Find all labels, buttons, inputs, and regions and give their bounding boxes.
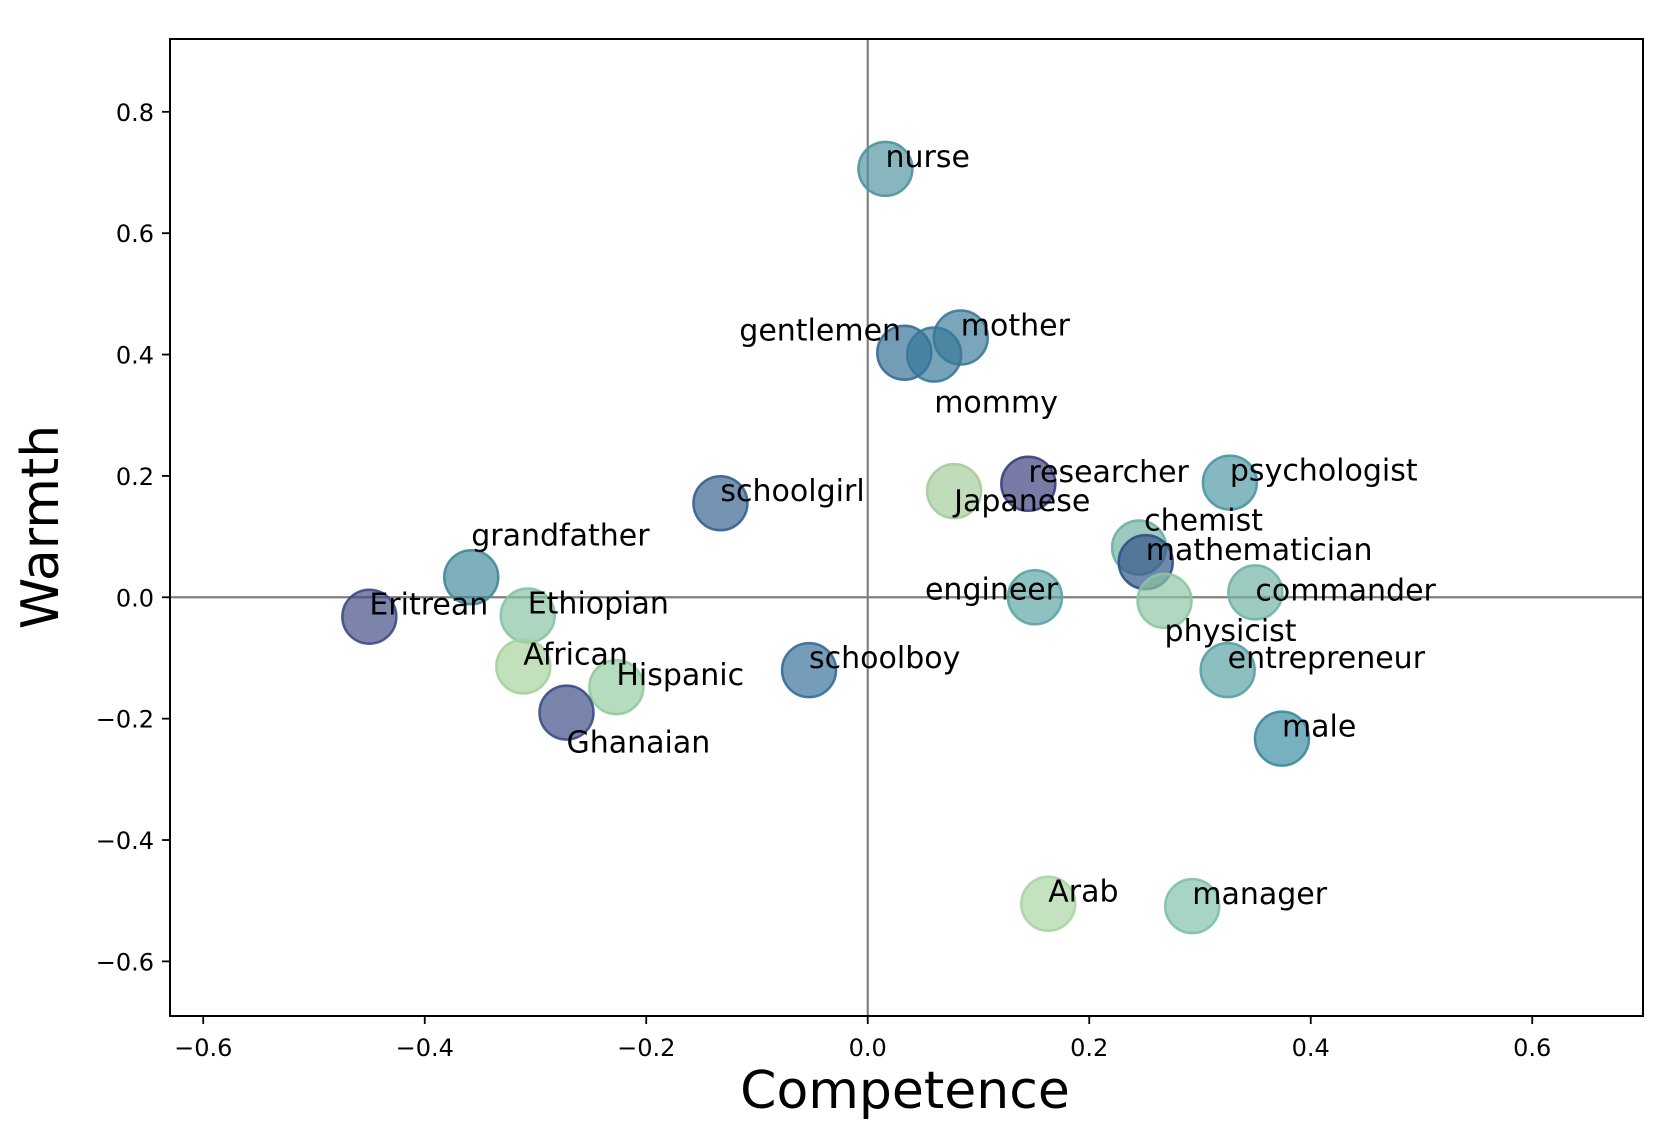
data-point-african: [495, 638, 552, 695]
point-label: psychologist: [1230, 454, 1418, 489]
data-point-physicist: [1136, 572, 1193, 630]
point-label: engineer: [925, 572, 1059, 607]
point-label: Hispanic: [616, 658, 744, 693]
point-label: Ethiopian: [528, 586, 669, 621]
points-layer: [341, 140, 1311, 935]
point-label: mommy: [934, 386, 1058, 421]
point-label: researcher: [1028, 455, 1189, 490]
x-tick-label: −0.2: [617, 1034, 675, 1062]
plot-area: [170, 39, 1643, 1016]
y-tick-label: −0.4: [96, 827, 154, 855]
y-tick-label: 0.0: [116, 584, 154, 612]
point-label: schoolgirl: [720, 474, 864, 509]
y-tick-label: −0.2: [96, 706, 154, 734]
data-point-psychologist: [1201, 454, 1259, 511]
point-label: grandfather: [471, 518, 650, 553]
point-label: mathematician: [1146, 533, 1373, 568]
data-point-schoolboy: [780, 641, 838, 699]
y-tick-label: 0.8: [116, 99, 154, 127]
x-axis-title: Competence: [740, 1061, 1070, 1121]
point-label: Arab: [1048, 875, 1118, 910]
x-tick-label: 0.0: [849, 1034, 887, 1062]
data-point-manager: [1163, 877, 1221, 935]
data-point-hispanic: [588, 658, 645, 716]
y-tick-label: 0.4: [116, 342, 154, 370]
data-point-arab: [1020, 875, 1077, 932]
plot-frame: [169, 38, 1644, 1017]
y-tick-label: 0.6: [116, 220, 154, 248]
y-tick-label: 0.2: [116, 463, 154, 491]
point-label: Japanese: [952, 484, 1090, 519]
point-label: schoolboy: [809, 641, 960, 676]
data-point-ghanaian: [538, 684, 595, 741]
point-label: physicist: [1165, 614, 1297, 649]
point-label: Eritrean: [369, 588, 488, 623]
data-point-schoolgirl: [692, 474, 749, 532]
point-label: African: [523, 637, 628, 672]
x-tick-label: 0.6: [1513, 1034, 1551, 1062]
x-tick-label: 0.4: [1292, 1034, 1330, 1062]
point-label: Ghanaian: [566, 726, 710, 761]
point-label: male: [1282, 710, 1356, 745]
data-point-nurse: [857, 140, 914, 198]
y-tick-label: −0.6: [96, 948, 154, 976]
point-label: chemist: [1144, 504, 1263, 539]
data-point-entrepreneur: [1199, 641, 1256, 699]
data-point-engineer: [1006, 569, 1064, 626]
point-labels-layer: nurse mother gentlemen mommy researcher psych…: [369, 140, 1436, 912]
point-label: commander: [1255, 573, 1436, 608]
point-label: manager: [1192, 877, 1328, 912]
data-point-mommy: [905, 326, 963, 383]
axes-layer: −0.6 −0.4 −0.2 0.0 0.2 0.4 0.6 −0.6 −0.4 −0.2 0.0 0…: [96, 38, 1644, 1062]
x-tick-label: 0.2: [1070, 1034, 1108, 1062]
x-tick-label: −0.4: [396, 1034, 454, 1062]
point-label: gentlemen: [739, 314, 901, 349]
data-point-male: [1253, 710, 1311, 767]
point-label: mother: [961, 309, 1071, 344]
data-point-grandfather: [442, 549, 500, 606]
x-tick-label: −0.6: [174, 1034, 232, 1062]
point-label: nurse: [885, 140, 969, 175]
data-point-japanese: [925, 462, 983, 520]
data-point-eritrean: [341, 588, 398, 645]
point-label: entrepreneur: [1228, 641, 1426, 676]
data-point-researcher: [1000, 455, 1057, 513]
y-axis-title: Warmth: [11, 425, 71, 629]
data-point-commander: [1227, 564, 1284, 621]
